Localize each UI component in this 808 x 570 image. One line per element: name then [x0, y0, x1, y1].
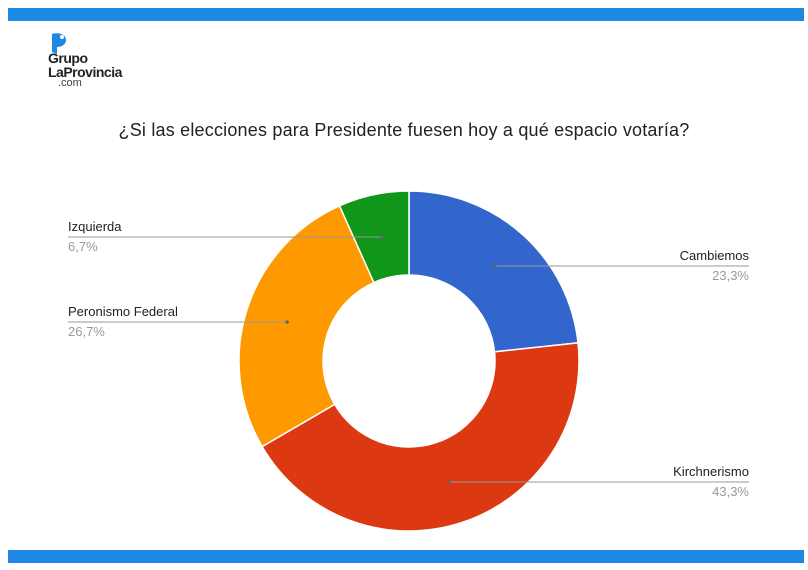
slice-value-label: 23,3% — [712, 268, 749, 283]
slice-value-label: 43,3% — [712, 484, 749, 499]
slice-label: Peronismo Federal — [68, 304, 178, 319]
top-accent-bar — [8, 8, 804, 21]
leader-dot — [447, 480, 451, 484]
chart-title: ¿Si las elecciones para Presidente fuese… — [118, 120, 690, 140]
leader-dot — [492, 264, 497, 268]
slice-value-label: 6,7% — [68, 239, 98, 254]
slice-label: Kirchnerismo — [673, 464, 749, 479]
slice-value-label: 26,7% — [68, 324, 105, 339]
logo-text-laprovincia: LaProvincia — [48, 64, 122, 80]
slice-kirchnerismo[interactable] — [261, 342, 580, 532]
logo-text-com: .com — [58, 77, 82, 89]
slice-label: Izquierda — [68, 219, 122, 234]
slice-peronismo-federal[interactable] — [238, 204, 375, 448]
leader-dot — [380, 235, 385, 239]
bottom-accent-bar — [8, 550, 804, 563]
slice-label: Cambiemos — [680, 248, 750, 263]
logo-text-grupo: Grupo — [48, 50, 88, 66]
logo-mark-icon — [52, 33, 66, 54]
leader-dot — [285, 320, 289, 324]
brand-logo: Grupo LaProvincia .com — [46, 32, 156, 92]
slice-cambiemos[interactable] — [408, 190, 579, 353]
